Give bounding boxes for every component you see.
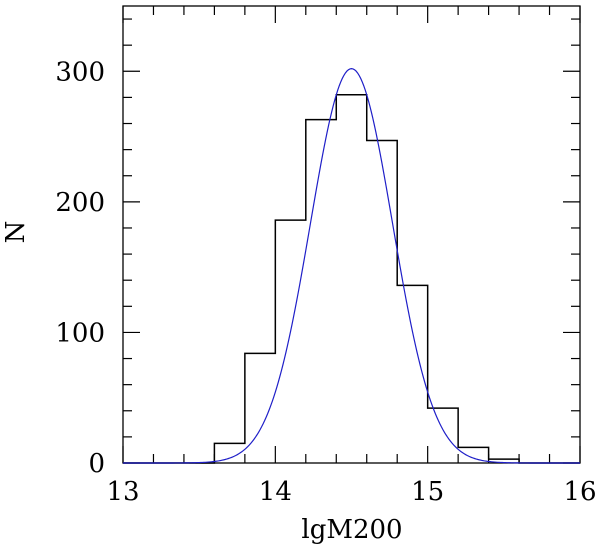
x-tick-label: 16	[563, 477, 596, 507]
x-tick-label: 14	[259, 477, 292, 507]
histogram-bin	[336, 95, 366, 463]
histogram-bin	[428, 408, 458, 463]
x-tick-label: 15	[411, 477, 444, 507]
gaussian-fit-curve	[123, 68, 580, 464]
y-tick-label: 200	[55, 188, 105, 218]
histogram-bin	[306, 120, 336, 463]
histogram-outline	[123, 94, 580, 464]
histogram-bin	[275, 220, 305, 463]
y-tick-label: 300	[55, 57, 105, 87]
histogram	[123, 94, 580, 464]
axis-ticks	[122, 6, 581, 464]
histogram-bin	[367, 140, 397, 463]
y-tick-label: 100	[55, 318, 105, 348]
plot-border	[122, 5, 581, 464]
x-axis-title: lgM200	[301, 515, 402, 545]
gaussian-fit	[123, 68, 580, 464]
histogram-bin	[245, 353, 275, 463]
x-tick-label: 13	[106, 477, 139, 507]
y-axis-title: N	[1, 221, 31, 244]
plot-frame	[122, 5, 581, 464]
y-tick-label: 0	[88, 449, 105, 479]
tick-labels: 13 14 15 16 0 100 200 300	[55, 57, 596, 507]
